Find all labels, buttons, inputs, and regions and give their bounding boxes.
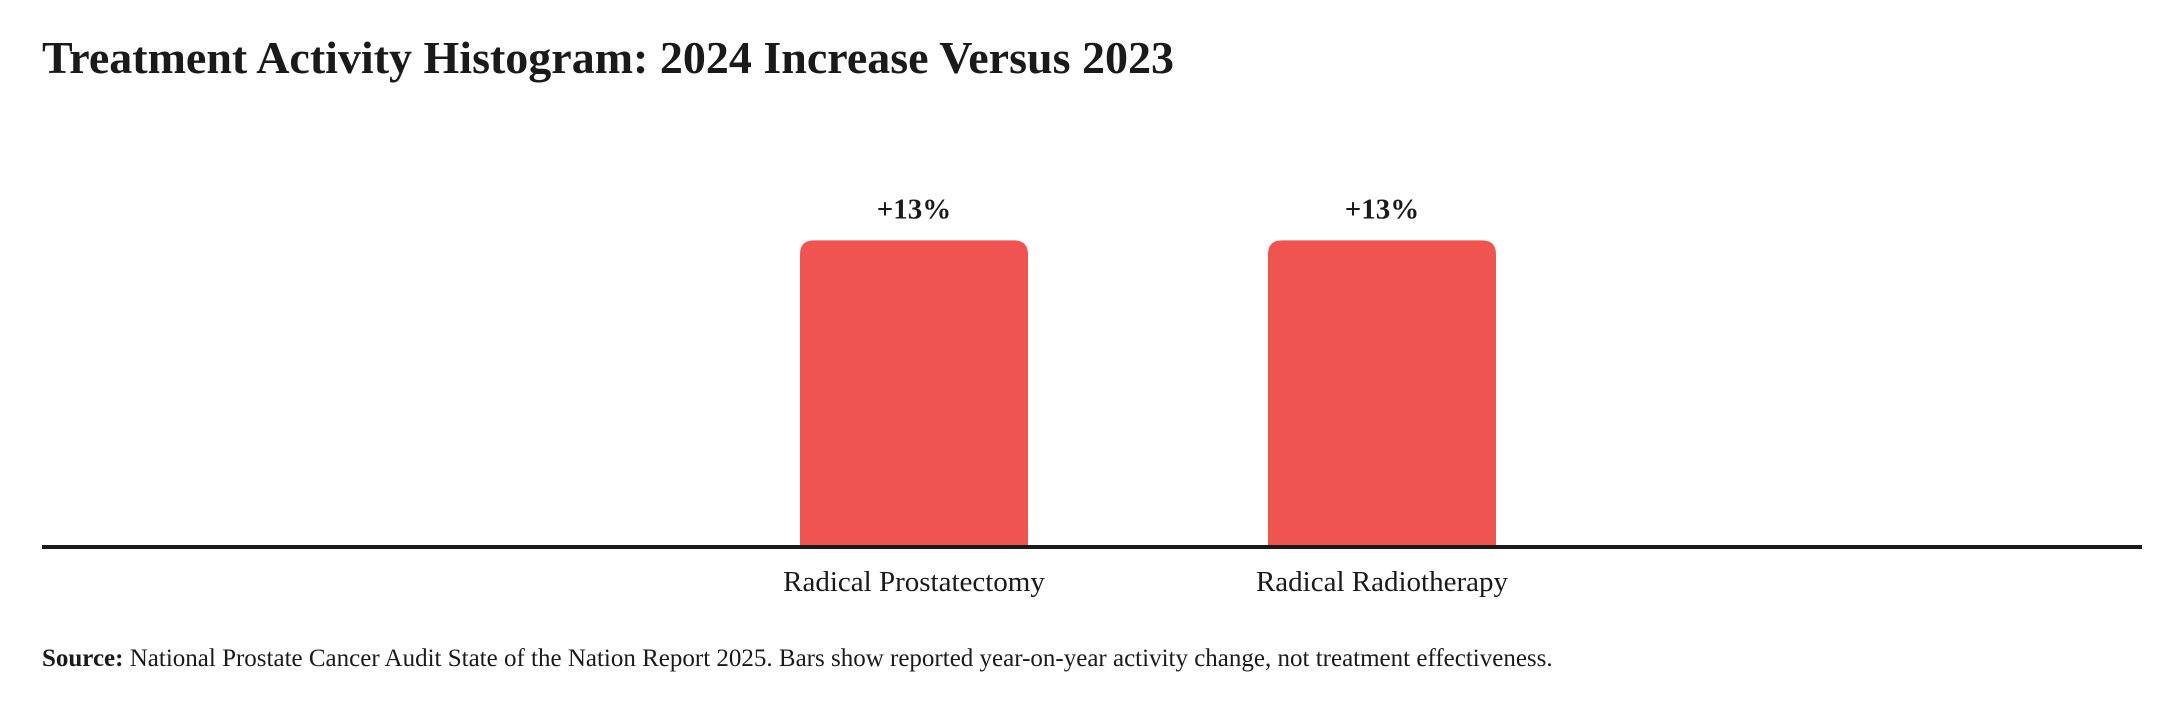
source-label: Source: (42, 645, 124, 672)
source-text: National Prostate Cancer Audit State of … (123, 645, 1553, 672)
tick-label-radical-radiotherapy: Radical Radiotherapy (1256, 566, 1509, 598)
bar-radical-prostatectomy (800, 240, 1028, 547)
bars-layer (800, 240, 1496, 547)
labels-layer: +13% Radical Prostatectomy +13% Radical Rad… (783, 193, 1508, 598)
data-label-radical-radiotherapy: +13% (1345, 193, 1420, 225)
data-label-radical-prostatectomy: +13% (877, 193, 952, 225)
tick-label-radical-prostatectomy: Radical Prostatectomy (783, 566, 1045, 598)
chart-title: Treatment Activity Histogram: 2024 Incre… (42, 32, 1174, 83)
bar-radical-radiotherapy (1268, 240, 1496, 547)
source-note: Source: National Prostate Cancer Audit S… (42, 644, 1553, 674)
